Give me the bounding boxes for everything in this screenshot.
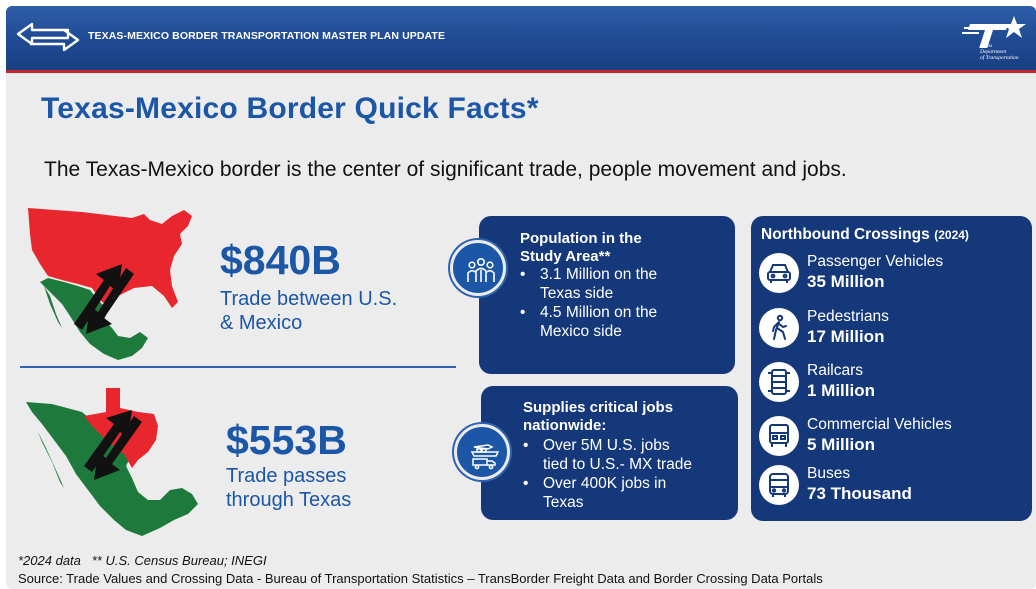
trade-texas-label-line: Trade passes [226, 465, 347, 487]
crossing-label: Railcars [807, 362, 863, 379]
us-mexico-map-icon [28, 208, 192, 360]
txdot-logo-line: of Transportation [980, 55, 1019, 61]
footnote: *2024 data ** U.S. Census Bureau; INEGI [18, 553, 267, 568]
population-bullet: 4.5 Million on the Mexico side [520, 303, 730, 341]
txdot-logo-text: Texas Department of Transportation [980, 43, 1036, 61]
people-group-icon [450, 240, 506, 296]
jobs-bullet: Over 400K jobs in Texas [523, 474, 735, 512]
trade-us-mexico-value: $840B [220, 237, 341, 283]
jobs-bullet: Over 5M U.S. jobs tied to U.S.- MX trade [523, 436, 735, 474]
population-bullet-text: Texas side [540, 285, 614, 302]
trade-texas-label-line: through Texas [226, 489, 352, 511]
northbound-crossings-card: Northbound Crossings (2024) Passenger Ve… [751, 216, 1032, 521]
crossing-value: 5 Million [807, 435, 875, 454]
crossing-value: 17 Million [807, 327, 885, 346]
car-icon [759, 253, 799, 293]
jobs-bullet-text: Over 400K jobs in [543, 475, 667, 492]
jobs-card: Supplies critical jobs nationwide: Over … [481, 386, 738, 520]
crossing-label: Pedestrians [807, 308, 889, 325]
header-accent-line [6, 70, 1036, 73]
trade-us-mexico-label-line: Trade between U.S. [220, 288, 398, 310]
trade-us-mexico-label-line: & Mexico [220, 312, 303, 334]
border-arrows-logo-icon [16, 22, 80, 52]
population-bullet-text: Mexico side [540, 323, 622, 340]
section-divider [20, 366, 456, 368]
trade-us-mexico-label: Trade between U.S. & Mexico [220, 287, 397, 335]
txdot-logo-line: Texas [980, 43, 993, 49]
population-card: Population in the Study Area** 3.1 Milli… [479, 216, 735, 374]
jobs-bullet-text: Texas [543, 494, 584, 511]
pedestrian-icon [759, 308, 799, 348]
crossing-value: 1 Million [807, 381, 875, 400]
freight-transport-icon [454, 424, 510, 480]
header-title: TEXAS-MEXICO BORDER TRANSPORTATION MASTE… [88, 30, 446, 42]
crossings-heading: Northbound Crossings [761, 226, 930, 243]
population-card-heading-line: Study Area** [520, 248, 611, 265]
page-subtitle: The Texas-Mexico border is the center of… [44, 158, 847, 181]
population-bullet: 3.1 Million on the Texas side [520, 265, 730, 303]
crossing-value: 35 Million [807, 272, 885, 291]
trade-texas-value: $553B [226, 417, 347, 463]
crossing-label: Buses [807, 465, 851, 482]
page-title: Texas-Mexico Border Quick Facts* [41, 92, 539, 125]
population-card-heading-line: Population in the [520, 230, 642, 247]
population-bullet-text: 3.1 Million on the [540, 266, 658, 283]
population-bullet-text: 4.5 Million on the [540, 304, 658, 321]
crossing-value: 73 Thousand [807, 484, 912, 503]
jobs-bullet-text: tied to U.S.- MX trade [543, 456, 693, 473]
crossings-year: (2024) [934, 228, 969, 242]
crossing-label: Passenger Vehicles [807, 253, 944, 270]
crossings-heading-row: Northbound Crossings (2024) [761, 226, 969, 244]
bus-icon [759, 465, 799, 505]
jobs-card-heading-line: nationwide: [523, 417, 607, 434]
population-card-list: 3.1 Million on the Texas side 4.5 Million… [520, 265, 730, 341]
population-card-heading: Population in the Study Area** [520, 230, 642, 266]
truck-icon [759, 416, 799, 456]
jobs-card-heading-line: Supplies critical jobs [523, 399, 674, 416]
header-bar: TEXAS-MEXICO BORDER TRANSPORTATION MASTE… [6, 6, 1036, 70]
railcar-icon [759, 362, 799, 402]
jobs-bullet-text: Over 5M U.S. jobs [543, 437, 670, 454]
trade-texas-label: Trade passes through Texas [226, 464, 351, 512]
txdot-logo-icon [962, 16, 1026, 48]
texas-mexico-map-icon [26, 388, 198, 536]
jobs-card-heading: Supplies critical jobs nationwide: [523, 399, 673, 435]
txdot-logo-line: Department [980, 49, 1007, 55]
source-note: Source: Trade Values and Crossing Data -… [18, 571, 823, 586]
crossing-label: Commercial Vehicles [807, 416, 952, 433]
slide: TEXAS-MEXICO BORDER TRANSPORTATION MASTE… [6, 6, 1036, 589]
